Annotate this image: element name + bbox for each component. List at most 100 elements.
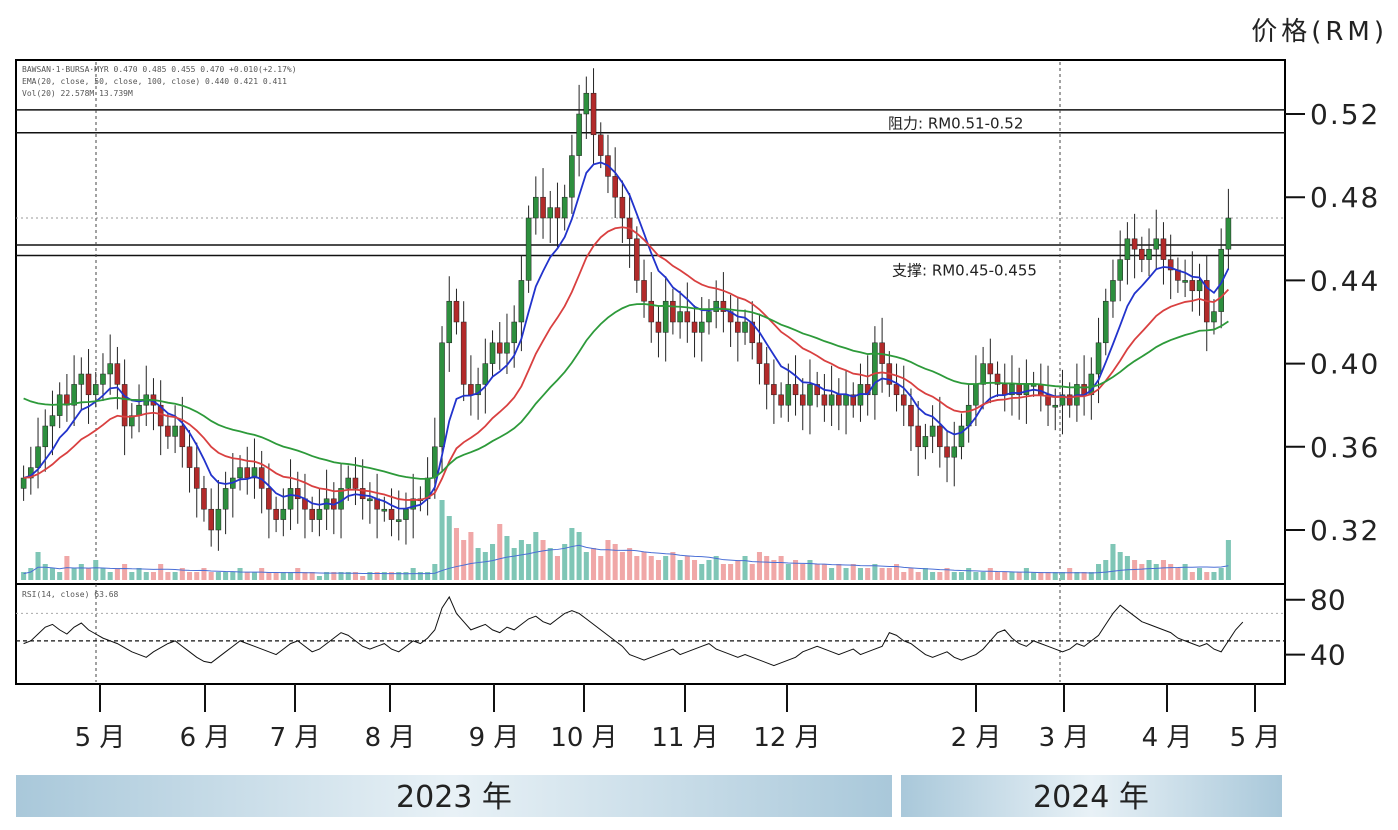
legend-volume: Vol(20) 22.578M 13.739M [22,89,133,98]
month-label: 11 月 [651,723,718,753]
ema-short-line [23,161,1230,510]
month-label: 4 月 [1142,723,1193,753]
volume-bar [648,556,654,580]
volume-bar [158,564,164,580]
volume-bar [107,572,113,580]
volume-bar [237,568,243,580]
candle-body [107,363,113,375]
volume-bar [1002,572,1008,580]
candle-body [482,363,489,385]
price-tick-label: 0.48 [1310,181,1380,214]
candle-body [720,300,727,312]
volume-bar [1016,572,1022,580]
candle-body [915,425,921,448]
volume-bar [670,552,676,580]
year-label-2024: 2024 年 [1033,780,1149,815]
volume-bar [612,544,618,580]
month-label: 5 月 [1230,723,1281,753]
volume-bar [446,516,452,580]
candle-body [937,425,943,448]
volume-bar [439,500,445,580]
volume-bar [973,572,979,580]
candle-body [388,508,395,520]
volume-bar [360,576,366,580]
volume-bar [958,572,964,580]
volume-bar [208,572,214,580]
candle-body [944,446,950,458]
volume-bar [194,572,200,580]
candle-body [222,488,229,510]
volume-bar [641,552,647,580]
candle-body [511,321,517,344]
volume-bar [1168,564,1174,580]
volume-bar [591,548,597,580]
candle-body [648,300,655,323]
volume-bar [526,544,532,580]
volume-bar [1067,568,1073,580]
volume-bar [706,560,712,580]
candle-body [554,207,561,219]
volume-bar [345,572,351,580]
volume-bar [1038,572,1044,580]
volume-bar [1139,564,1145,580]
volume-bar [634,556,640,580]
candle-body [453,300,460,323]
volume-bar [1031,572,1037,580]
volume-bar [583,552,589,580]
candle-body [1182,280,1188,283]
volume-bar [547,548,553,580]
candle-body [691,321,698,333]
candle-body [763,363,770,385]
volume-bar [1023,568,1029,580]
volume-bar [417,572,423,580]
candle-body [1023,384,1030,396]
candle-body [1218,248,1224,312]
candle-body [251,467,258,479]
candle-body [1052,404,1059,408]
volume-bar [100,568,106,580]
candle-body [1102,300,1109,344]
candle-body [460,321,467,385]
volume-bar [605,540,611,580]
volume-bar [324,572,330,580]
volume-bar [78,564,84,580]
candle-body [634,238,640,281]
candle-body [1038,384,1044,396]
volume-bar [1189,572,1195,580]
candle-body [1139,248,1145,260]
volume-bar [223,572,229,580]
volume-bar [987,568,993,580]
volume-bar [302,572,308,580]
candle-body [799,394,806,406]
volume-bar [381,572,387,580]
candle-body [367,498,373,502]
volume-bar [425,572,431,580]
year-band-2024 [901,775,1282,817]
volume-bar [35,552,41,580]
candle-body [395,519,402,522]
candle-body [713,300,719,312]
candle-body [756,342,763,364]
candle-body [900,394,907,406]
volume-bar [251,572,257,580]
candle-body [547,207,554,219]
volume-bar [1182,564,1188,580]
candle-body [100,373,106,385]
volume-bar [655,560,661,580]
candle-body [1124,238,1131,260]
volume-bar [1146,560,1152,580]
candle-body [518,280,525,323]
candle-body [619,196,626,219]
volume-bar [396,572,402,580]
volume-bar [453,528,459,580]
month-label: 7 月 [270,723,321,753]
volume-bar [1103,560,1109,580]
volume-bar [785,564,791,580]
volume-bar [980,572,986,580]
candle-body [114,363,121,385]
candle-body [244,467,251,479]
volume-bar [915,572,921,580]
candle-body [1167,259,1174,271]
candle-body [193,467,200,489]
